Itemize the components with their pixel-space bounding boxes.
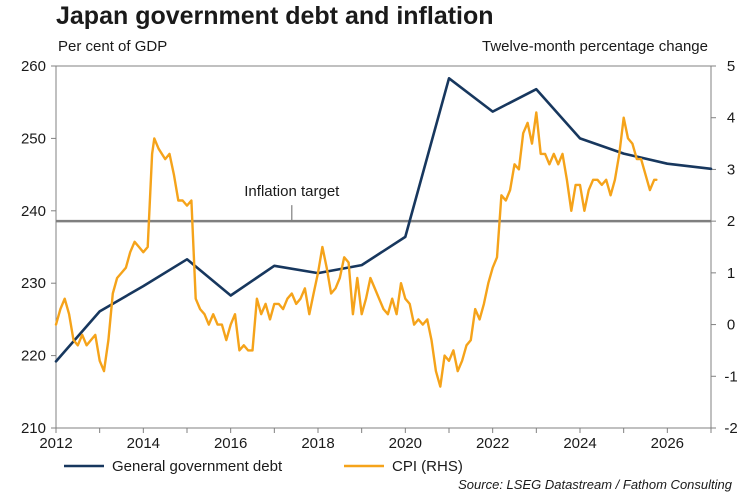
- cpi-series-line: [54, 111, 658, 388]
- right-axis-unit: Twelve-month percentage change: [482, 38, 708, 55]
- y-left-tick-label: 210: [21, 420, 46, 437]
- y-right-tick-label: 3: [727, 161, 735, 178]
- y-left-tick-label: 230: [21, 275, 46, 292]
- inflation-target-group: Inflation target: [56, 183, 711, 223]
- x-tick-label: 2012: [39, 435, 72, 452]
- x-tick-label: 2022: [476, 435, 509, 452]
- y-left-tick-label: 250: [21, 130, 46, 147]
- left-axis-unit: Per cent of GDP: [58, 38, 168, 55]
- legend-cpi-label: CPI (RHS): [392, 458, 463, 475]
- x-tick-label: 2016: [214, 435, 247, 452]
- y-right-tick-label: 5: [727, 58, 735, 75]
- x-tick-label: 2020: [389, 435, 422, 452]
- y-right-tick-label: -2: [724, 420, 737, 437]
- x-tick-label: 2026: [651, 435, 684, 452]
- y-left-tick-label: 240: [21, 203, 46, 220]
- y-left-tick-label: 260: [21, 58, 46, 75]
- plot-frame: [55, 65, 712, 429]
- chart-title: Japan government debt and inflation: [56, 2, 494, 30]
- x-tick-label: 2024: [563, 435, 596, 452]
- inflation-target-label: Inflation target: [244, 183, 340, 200]
- debt-series-line: [54, 77, 713, 363]
- series-group: [54, 77, 713, 388]
- x-tick-label: 2018: [301, 435, 334, 452]
- source-note: Source: LSEG Datastream / Fathom Consult…: [458, 477, 732, 492]
- y-right-tick-label: 4: [727, 110, 735, 127]
- y-right-tick-label: -1: [724, 368, 737, 385]
- legend-debt-label: General government debt: [112, 458, 283, 475]
- axes: 210 220 230 240 250 260 -2 -1 0 1 2 3 4 5 2012 2014 2016…: [21, 58, 738, 452]
- y-left-tick-label: 220: [21, 348, 46, 365]
- y-right-tick-label: 2: [727, 213, 735, 230]
- y-right-tick-label: 0: [727, 317, 735, 334]
- y-right-tick-label: 1: [727, 265, 735, 282]
- legend: General government debt CPI (RHS): [64, 458, 463, 475]
- x-tick-label: 2014: [127, 435, 160, 452]
